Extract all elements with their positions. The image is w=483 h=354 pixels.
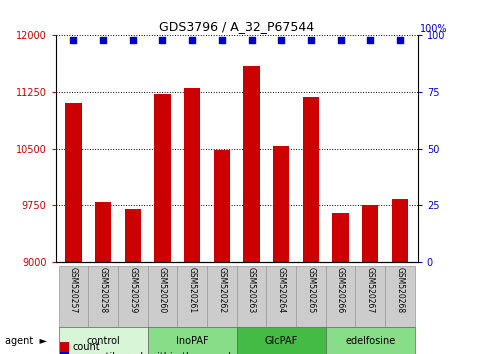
Bar xyxy=(326,327,415,354)
Text: GSM520263: GSM520263 xyxy=(247,267,256,314)
Bar xyxy=(213,150,230,262)
Bar xyxy=(332,213,349,262)
Point xyxy=(307,37,315,43)
Point xyxy=(99,37,107,43)
Point xyxy=(70,37,77,43)
Bar xyxy=(95,201,111,262)
Text: GSM520267: GSM520267 xyxy=(366,267,375,314)
Bar xyxy=(385,266,415,327)
Text: GSM520262: GSM520262 xyxy=(217,267,227,314)
Bar xyxy=(296,266,326,327)
Bar xyxy=(154,93,170,262)
Bar xyxy=(355,266,385,327)
Text: GSM520259: GSM520259 xyxy=(128,267,137,314)
Bar xyxy=(207,266,237,327)
Text: InoPAF: InoPAF xyxy=(176,336,209,346)
Point xyxy=(396,37,404,43)
Bar xyxy=(392,199,408,262)
Text: GSM520260: GSM520260 xyxy=(158,267,167,314)
Text: GSM520258: GSM520258 xyxy=(99,267,108,314)
Bar xyxy=(243,65,260,262)
Text: GSM520266: GSM520266 xyxy=(336,267,345,314)
Text: GSM520264: GSM520264 xyxy=(277,267,286,314)
Text: count: count xyxy=(72,342,100,352)
Bar xyxy=(266,266,296,327)
Point xyxy=(158,37,166,43)
Bar xyxy=(237,266,266,327)
Text: control: control xyxy=(86,336,120,346)
Point xyxy=(277,37,285,43)
Bar xyxy=(125,209,141,262)
Bar xyxy=(184,88,200,262)
Text: GSM520257: GSM520257 xyxy=(69,267,78,314)
Point xyxy=(367,37,374,43)
Bar xyxy=(58,327,148,354)
Bar xyxy=(118,266,148,327)
Bar xyxy=(303,97,319,262)
Bar xyxy=(65,103,82,262)
Text: edelfosine: edelfosine xyxy=(345,336,396,346)
Text: agent  ►: agent ► xyxy=(5,336,47,346)
Text: GSM520261: GSM520261 xyxy=(187,267,197,314)
Bar xyxy=(148,266,177,327)
Point xyxy=(337,37,344,43)
Bar xyxy=(362,205,379,262)
Point xyxy=(129,37,137,43)
Point xyxy=(218,37,226,43)
Text: GlcPAF: GlcPAF xyxy=(265,336,298,346)
Bar xyxy=(237,327,326,354)
Bar xyxy=(58,266,88,327)
Text: percentile rank within the sample: percentile rank within the sample xyxy=(72,352,238,354)
Point xyxy=(248,37,256,43)
Text: GSM520268: GSM520268 xyxy=(396,267,404,314)
Text: GSM520265: GSM520265 xyxy=(306,267,315,314)
Text: 100%: 100% xyxy=(420,24,448,34)
Bar xyxy=(88,266,118,327)
Bar xyxy=(326,266,355,327)
Bar xyxy=(148,327,237,354)
Title: GDS3796 / A_32_P67544: GDS3796 / A_32_P67544 xyxy=(159,20,314,33)
Bar xyxy=(177,266,207,327)
Point xyxy=(188,37,196,43)
Bar xyxy=(273,147,289,262)
